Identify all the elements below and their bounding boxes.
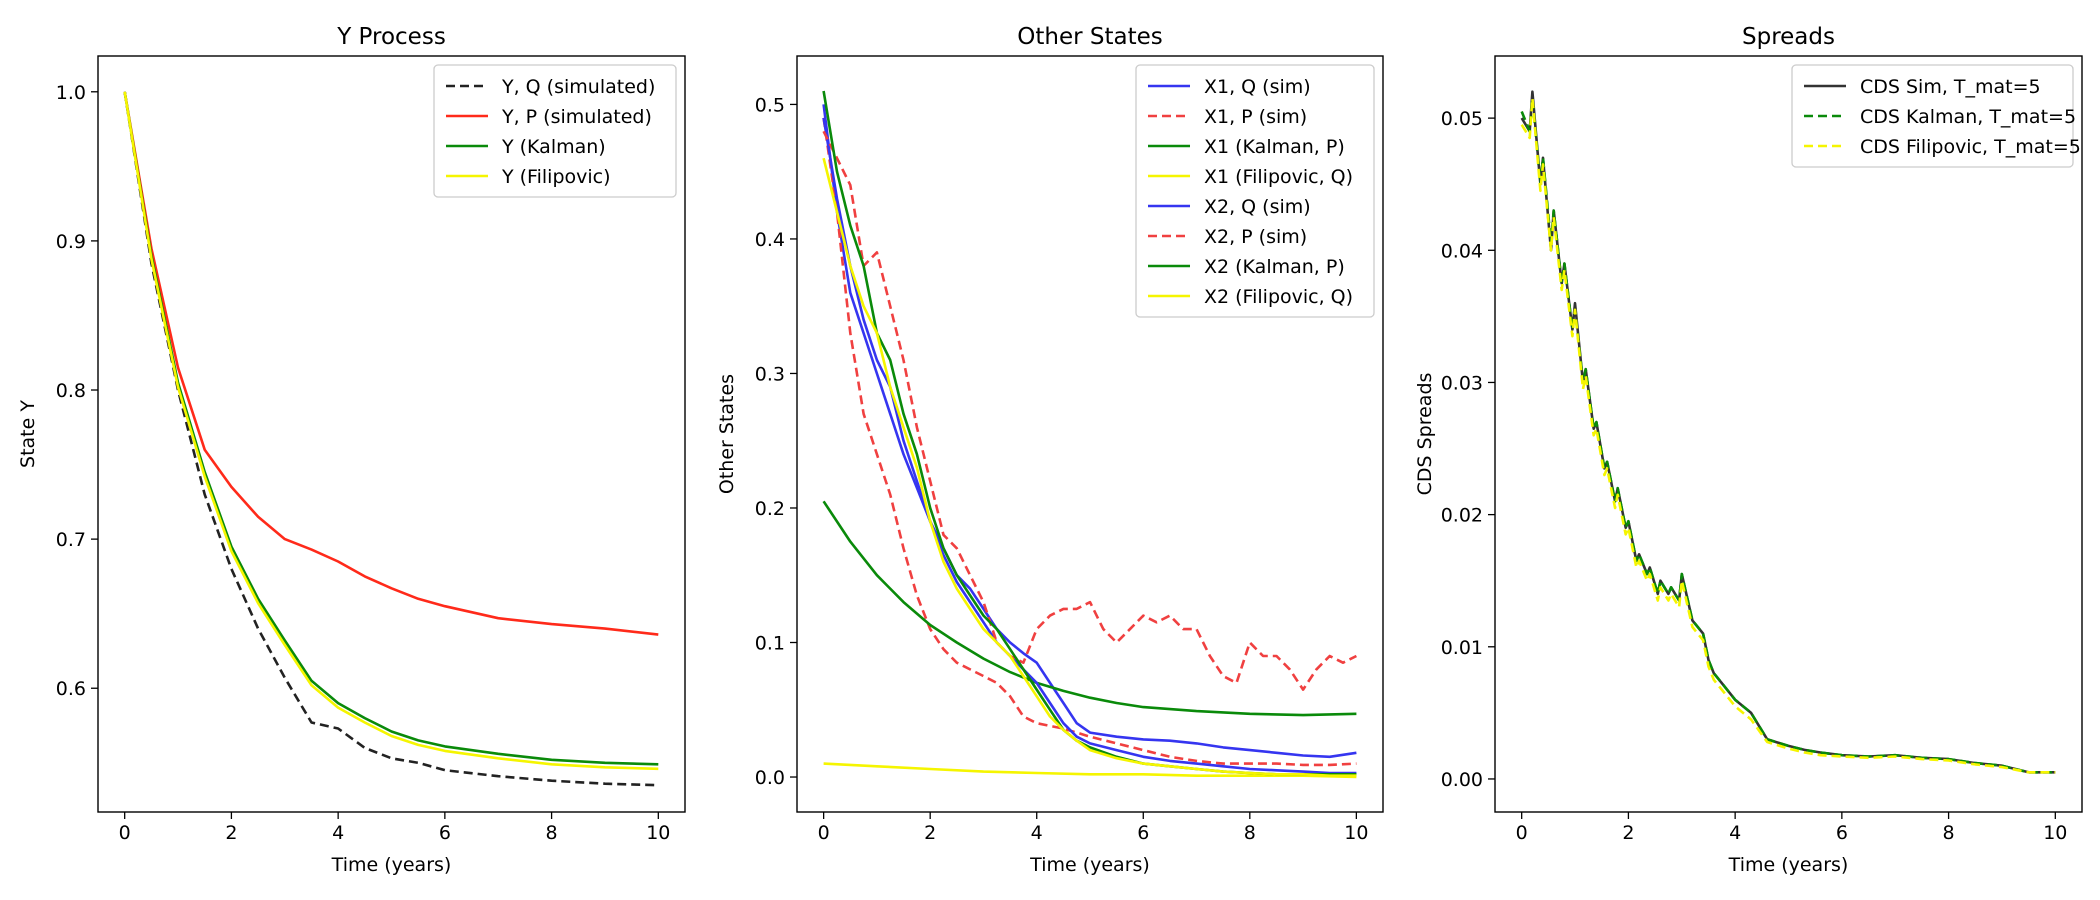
y-tick-label: 0.2 bbox=[755, 498, 785, 520]
y-tick-label: 1.0 bbox=[56, 82, 86, 104]
x-tick-label: 8 bbox=[546, 822, 558, 844]
y-tick-label: 0.6 bbox=[56, 678, 86, 700]
legend-box bbox=[1135, 64, 1375, 318]
series-line-4 bbox=[823, 762, 1357, 779]
series-group bbox=[1520, 90, 2056, 774]
legend-label: X1, P (sim) bbox=[1204, 106, 1307, 128]
y-tick-label: 0.8 bbox=[56, 380, 86, 402]
legend-label: CDS Kalman, T_mat=5 bbox=[1860, 106, 2076, 128]
legend-label: CDS Sim, T_mat=5 bbox=[1860, 76, 2041, 98]
x-tick-label: 2 bbox=[1622, 822, 1634, 844]
y-tick-label: 0.04 bbox=[1441, 240, 1483, 262]
series-line-3 bbox=[1520, 97, 2056, 774]
y-tick-label: 0.1 bbox=[755, 633, 785, 655]
subplot-3: 0 2 4 6 8 10 0.00 0.01 0.02 0.03 0.04 0.05 Spreads Ti… bbox=[1414, 24, 2083, 876]
y-tick-label: 0.05 bbox=[1441, 108, 1483, 130]
axes-frame bbox=[1494, 55, 2083, 813]
x-tick-label: 6 bbox=[1137, 822, 1149, 844]
x-tick-label: 6 bbox=[1836, 822, 1848, 844]
x-tick-label: 4 bbox=[1729, 822, 1741, 844]
x-tick-label: 0 bbox=[818, 822, 830, 844]
subplot-1: 0 2 4 6 8 10 0.6 0.7 0.8 0.9 1.0 Y Process Time (yea… bbox=[17, 24, 686, 876]
x-axis-label: Time (years) bbox=[331, 854, 452, 876]
series-group bbox=[822, 90, 1357, 779]
series-line-1 bbox=[822, 104, 1357, 759]
x-tick-label: 10 bbox=[1344, 822, 1368, 844]
legend-box bbox=[1791, 64, 2074, 168]
y-tick-label: 0.02 bbox=[1441, 505, 1483, 527]
legend-label: X2, Q (sim) bbox=[1204, 196, 1311, 218]
x-tick-label: 2 bbox=[225, 822, 237, 844]
y-tick-label: 0.7 bbox=[56, 529, 86, 551]
chart-title: Spreads bbox=[1742, 24, 1835, 50]
y-tick-label: 0.9 bbox=[56, 231, 86, 253]
y-tick-label: 0.03 bbox=[1441, 372, 1483, 394]
y-tick-label: 0.4 bbox=[755, 229, 785, 251]
series-line-6 bbox=[822, 130, 1357, 691]
legend-label: Y (Kalman) bbox=[501, 136, 606, 158]
x-tick-label: 6 bbox=[439, 822, 451, 844]
subplot-2: 0 2 4 6 8 10 0.0 0.1 0.2 0.3 0.4 0.5 Other States Tim… bbox=[716, 24, 1384, 876]
x-tick-label: 4 bbox=[332, 822, 344, 844]
y-tick-label: 0.5 bbox=[755, 94, 785, 116]
legend-label: Y, Q (simulated) bbox=[501, 76, 655, 98]
y-axis-label: CDS Spreads bbox=[1414, 373, 1436, 496]
y-tick-label: 0.3 bbox=[755, 363, 785, 385]
y-axis-label: State Y bbox=[17, 400, 39, 468]
x-tick-label: 2 bbox=[924, 822, 936, 844]
series-line-2 bbox=[1520, 97, 2056, 774]
chart-title: Other States bbox=[1017, 24, 1162, 50]
legend-label: Y (Filipovic) bbox=[501, 166, 611, 188]
x-tick-label: 10 bbox=[2043, 822, 2067, 844]
subplots: 0 2 4 6 8 10 0.6 0.7 0.8 0.9 1.0 Y Process Time (yea… bbox=[17, 24, 2083, 876]
axes-frame bbox=[97, 55, 686, 813]
chart-title: Y Process bbox=[336, 24, 446, 50]
series-line-1 bbox=[123, 91, 659, 787]
series-line-2 bbox=[822, 117, 1357, 767]
y-axis-label: Other States bbox=[716, 374, 738, 494]
legend: X1, Q (sim) X1, P (sim) X1 (Kalman, P) X1 (… bbox=[1135, 64, 1375, 318]
axes-frame bbox=[796, 55, 1384, 813]
legend-label: X1, Q (sim) bbox=[1204, 76, 1311, 98]
series-line-2 bbox=[123, 91, 659, 636]
y-tick-label: 0.0 bbox=[755, 767, 785, 789]
x-tick-label: 8 bbox=[1943, 822, 1955, 844]
x-tick-label: 8 bbox=[1244, 822, 1256, 844]
legend-label: X1 (Filipovic, Q) bbox=[1204, 166, 1353, 188]
x-axis-label: Time (years) bbox=[1728, 854, 1849, 876]
series-line-8 bbox=[822, 157, 1357, 778]
series-line-4 bbox=[123, 91, 659, 771]
x-tick-label: 10 bbox=[646, 822, 670, 844]
legend-label: X2 (Kalman, P) bbox=[1204, 256, 1345, 278]
x-tick-label: 4 bbox=[1031, 822, 1043, 844]
legend: CDS Sim, T_mat=5 CDS Kalman, T_mat=5 CDS F… bbox=[1791, 64, 2081, 168]
legend-box bbox=[433, 64, 677, 198]
x-tick-label: 0 bbox=[119, 822, 131, 844]
legend-label: CDS Filipovic, T_mat=5 bbox=[1860, 136, 2081, 158]
series-group bbox=[123, 91, 659, 787]
y-tick-label: 0.01 bbox=[1441, 637, 1483, 659]
x-axis-label: Time (years) bbox=[1029, 854, 1150, 876]
legend-label: X1 (Kalman, P) bbox=[1204, 136, 1345, 158]
legend-label: Y, P (simulated) bbox=[501, 106, 652, 128]
legend-label: X2 (Filipovic, Q) bbox=[1204, 286, 1353, 308]
legend-label: X2, P (sim) bbox=[1204, 226, 1307, 248]
x-tick-label: 0 bbox=[1516, 822, 1528, 844]
legend: Y, Q (simulated) Y, P (simulated) Y (Kalma… bbox=[433, 64, 677, 198]
y-tick-label: 0.00 bbox=[1441, 769, 1483, 791]
